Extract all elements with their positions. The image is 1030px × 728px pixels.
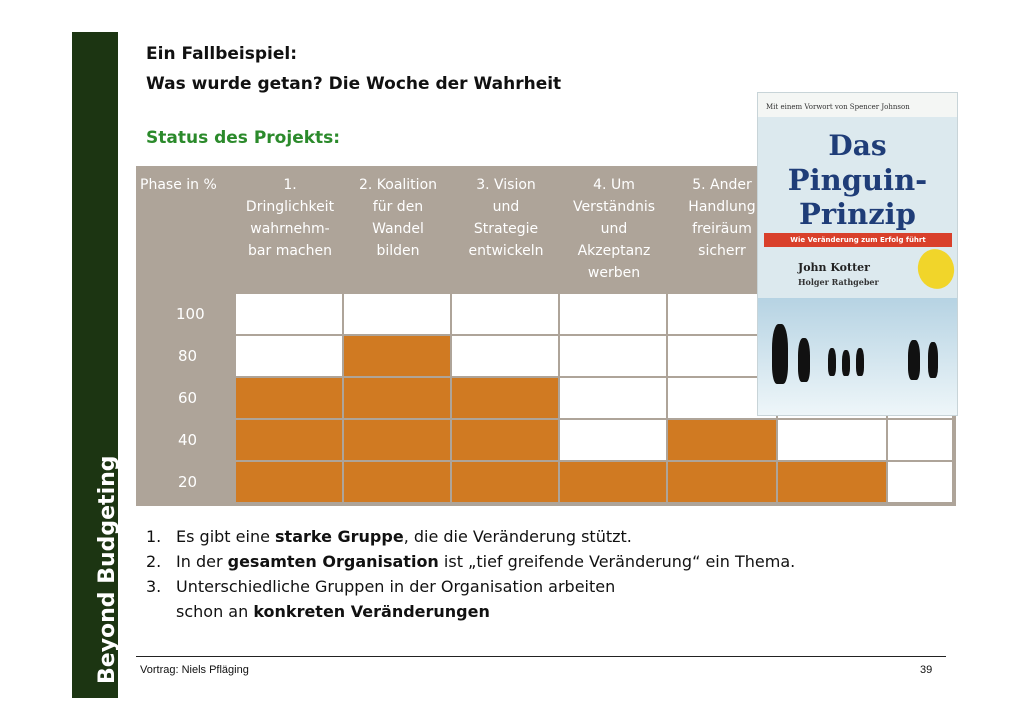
penguin-icon	[798, 338, 810, 382]
list-text: Es gibt eine	[176, 527, 276, 546]
row-label-20: 20	[178, 473, 198, 491]
list-item: 1. Es gibt eine starke Gruppe, die die Ve…	[146, 524, 795, 549]
progress-cell	[452, 378, 558, 418]
progress-cell	[236, 420, 342, 460]
penguin-icon	[908, 340, 920, 380]
book-title-line-2: Pinguin-	[787, 163, 928, 197]
list-number: 3.	[146, 577, 162, 596]
book-title-line-3: Prinzip	[799, 197, 916, 231]
footer-divider	[136, 656, 946, 657]
progress-cell	[236, 378, 342, 418]
table-corner-label: Phase in %	[140, 177, 217, 193]
column-header-5: 5. Ander Handlung freiräum sicherr	[688, 177, 756, 259]
subtitle: Status des Projekts:	[146, 128, 341, 148]
progress-cell	[344, 336, 450, 376]
progress-cell	[560, 294, 666, 334]
sidebar-band	[72, 32, 118, 698]
column-header-3: 3. Vision und Strategie entwickeln	[468, 177, 544, 259]
penguin-icon	[928, 342, 938, 378]
progress-cell	[888, 462, 952, 502]
row-label-100: 100	[176, 305, 205, 323]
progress-cell	[344, 420, 450, 460]
list-text: , die die Veränderung stützt.	[403, 527, 632, 546]
book-title-line-1: Das	[828, 129, 887, 162]
row-label-40: 40	[178, 431, 198, 449]
list-number: 1.	[146, 527, 162, 546]
emphasis-text: konkreten Veränderungen	[253, 602, 490, 621]
emphasis-text: starke Gruppe	[275, 527, 404, 546]
progress-cell	[888, 420, 952, 460]
list-text: schon an	[176, 602, 254, 621]
progress-cell	[668, 420, 776, 460]
list-text: ist „tief greifende Veränderung“ ein The…	[438, 552, 796, 571]
progress-cell	[236, 336, 342, 376]
book-sticker	[913, 245, 957, 293]
list-text: Unterschiedliche Gruppen in der Organisa…	[176, 577, 616, 596]
progress-cell	[236, 462, 342, 502]
book-author-1: John Kotter	[798, 261, 870, 274]
list-number: 2.	[146, 552, 162, 571]
findings-list: 1. Es gibt eine starke Gruppe, die die Ve…	[146, 524, 795, 624]
list-text: In der	[176, 552, 228, 571]
list-item: 3. Unterschiedliche Gruppen in der Organi…	[146, 574, 795, 599]
progress-cell	[778, 420, 886, 460]
emphasis-text: gesamten Organisation	[227, 552, 439, 571]
title-line-1: Ein Fallbeispiel:	[146, 44, 297, 64]
progress-cell	[560, 462, 666, 502]
book-tagline: Wie Veränderung zum Erfolg führt	[764, 233, 952, 247]
progress-cell	[452, 294, 558, 334]
progress-cell	[344, 462, 450, 502]
progress-cell	[560, 420, 666, 460]
sidebar-label: Beyond Budgeting	[95, 455, 120, 684]
penguin-icon	[772, 324, 788, 384]
title-line-2: Was wurde getan? Die Woche der Wahrheit	[146, 74, 562, 94]
progress-cell	[668, 462, 776, 502]
penguin-icon	[828, 348, 836, 376]
page-number: 39	[920, 664, 933, 676]
progress-cell	[344, 294, 450, 334]
progress-cell	[560, 336, 666, 376]
progress-cell	[560, 378, 666, 418]
book-ice-scene	[758, 298, 957, 415]
footer-presenter: Vortrag: Niels Pfläging	[140, 664, 249, 676]
book-top-strip	[758, 93, 957, 117]
book-foreword: Mit einem Vorwort von Spencer Johnson	[766, 103, 910, 111]
book-author-2: Holger Rathgeber	[798, 277, 879, 287]
progress-cell	[452, 462, 558, 502]
penguin-icon	[842, 350, 850, 376]
row-label-60: 60	[178, 389, 198, 407]
column-header-1: 1. Dringlichkeit wahrnehm- bar machen	[245, 177, 335, 259]
progress-cell	[452, 420, 558, 460]
row-label-80: 80	[178, 347, 198, 365]
progress-cell	[778, 462, 886, 502]
penguin-icon	[856, 348, 864, 376]
progress-cell	[452, 336, 558, 376]
progress-cell	[344, 378, 450, 418]
column-header-2: 2. Koalition für den Wandel bilden	[358, 177, 438, 259]
book-cover-image: Mit einem Vorwort von Spencer Johnson Da…	[757, 92, 958, 416]
column-header-4: 4. Um Verständnis und Akzeptanz werben	[572, 177, 656, 281]
list-item: 2. In der gesamten Organisation ist „tief…	[146, 549, 795, 574]
progress-cell	[236, 294, 342, 334]
list-item: schon an konkreten Veränderungen	[146, 599, 795, 624]
